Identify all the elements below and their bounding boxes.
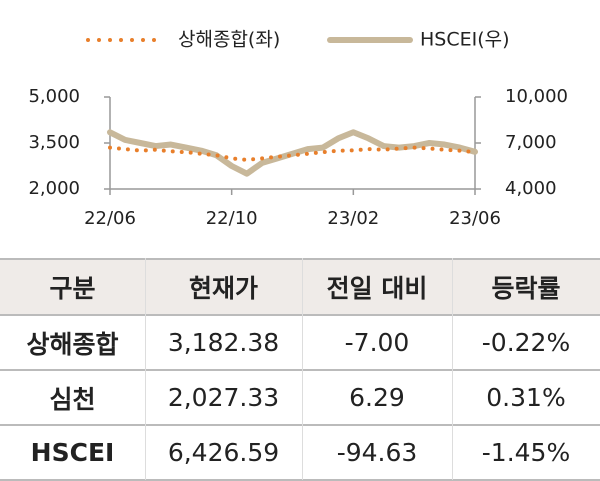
row-border [0, 369, 600, 371]
header-cell: 등락률 [491, 273, 561, 303]
table-cell: 6,426.59 [167, 438, 280, 467]
y-tick-label: 5,000 [28, 86, 80, 107]
y2-tick-label: 7,000 [505, 132, 557, 153]
table-cell: 6.29 [349, 383, 405, 412]
y-tick-label: 2,000 [28, 178, 80, 199]
header-cell: 구분 [49, 273, 96, 303]
table-cell: -7.00 [344, 328, 410, 357]
row-border [0, 314, 600, 316]
header-cell: 전일 대비 [326, 273, 428, 303]
series-line [108, 145, 477, 162]
table-cell: 상해종합 [26, 329, 119, 359]
table-cell: 심천 [49, 384, 96, 414]
col-border [452, 258, 453, 480]
y2-tick-label: 10,000 [505, 86, 568, 107]
top-border [0, 258, 600, 260]
table-cell: -94.63 [336, 438, 418, 467]
table-cell: HSCEI [30, 438, 115, 467]
table-cell: -0.22% [481, 328, 571, 357]
header-bg [0, 258, 600, 315]
table-cell: 2,027.33 [167, 383, 280, 412]
col-border [145, 258, 146, 480]
table-cell: -1.45% [481, 438, 571, 467]
col-border [302, 258, 303, 480]
table-cell: 3,182.38 [167, 328, 280, 357]
x-tick-label: 22/06 [84, 208, 136, 229]
legend-label: HSCEI(우) [420, 29, 510, 51]
table-cell: 0.31% [486, 383, 566, 412]
x-tick-label: 23/06 [449, 208, 501, 229]
series-line [107, 129, 478, 177]
y-tick-label: 3,500 [28, 132, 80, 153]
y2-tick-label: 4,000 [505, 178, 557, 199]
header-cell: 현재가 [188, 273, 258, 303]
x-tick-label: 22/10 [206, 208, 258, 229]
row-border [0, 424, 600, 426]
chart: 2,000 3,500 5,000 4,000 7,000 10,000 22/06 22/1… [28, 29, 568, 230]
legend-label: 상해종합(좌) [178, 29, 280, 51]
x-tick-label: 23/02 [327, 208, 379, 229]
